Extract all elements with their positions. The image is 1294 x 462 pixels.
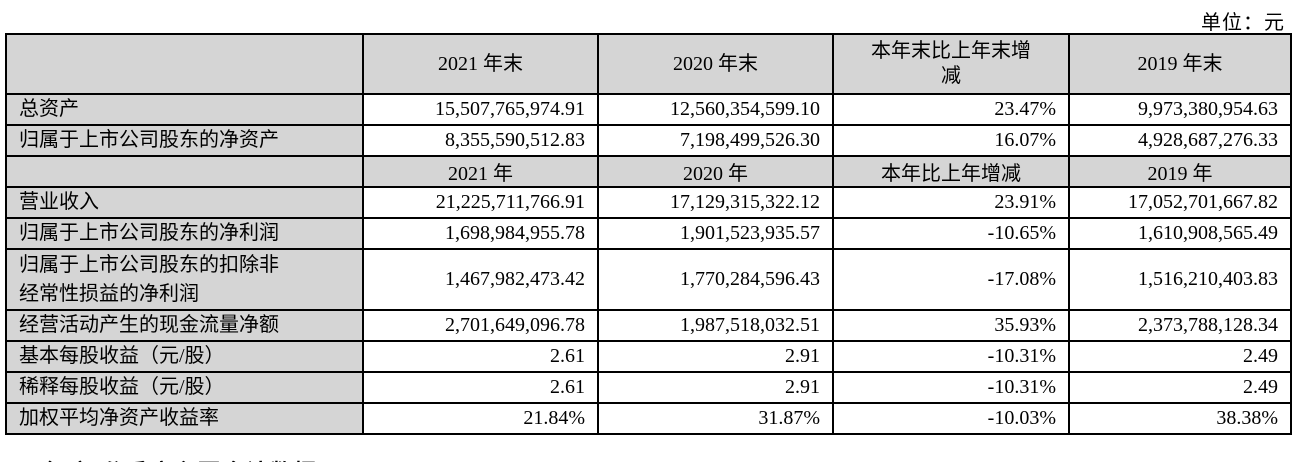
row-label-cell: 归属于上市公司股东的净资产: [5, 124, 364, 157]
header-cell: 2020 年末: [597, 33, 834, 95]
table-body: 总资产 15,507,765,974.91 12,560,354,599.10 23.…: [5, 93, 1292, 435]
header-cell: 本年末比上年末增 减: [832, 33, 1070, 95]
value-cell: 2.49: [1068, 371, 1292, 404]
table-row: 营业收入 21,225,711,766.91 17,129,315,322.12 23…: [5, 186, 1292, 219]
table-row: 基本每股收益（元/股） 2.61 2.91 -10.31% 2.49: [5, 340, 1292, 373]
table-header: 2021 年末 2020 年末 本年末比上年末增 减 2019 年末: [5, 33, 1292, 95]
value-cell: 9,973,380,954.63: [1068, 93, 1292, 126]
table-row: 稀释每股收益（元/股） 2.61 2.91 -10.31% 2.49: [5, 371, 1292, 404]
period-header-cell: 2021 年: [362, 155, 599, 188]
value-cell: 17,129,315,322.12: [597, 186, 834, 219]
value-cell: 2.91: [597, 371, 834, 404]
value-cell: 7,198,499,526.30: [597, 124, 834, 157]
value-cell: 1,770,284,596.43: [597, 248, 834, 311]
row-label-cell: 稀释每股收益（元/股）: [5, 371, 364, 404]
value-cell: 2.49: [1068, 340, 1292, 373]
value-cell: 1,901,523,935.57: [597, 217, 834, 250]
row-label-cell: 经营活动产生的现金流量净额: [5, 309, 364, 342]
value-cell: 31.87%: [597, 402, 834, 435]
value-cell: 2,373,788,128.34: [1068, 309, 1292, 342]
table-row: 加权平均净资产收益率 21.84% 31.87% -10.03% 38.38%: [5, 402, 1292, 435]
value-cell: 8,355,590,512.83: [362, 124, 599, 157]
value-cell: 21.84%: [362, 402, 599, 435]
row-label-cell: 归属于上市公司股东的净利润: [5, 217, 364, 250]
table-row: 归属于上市公司股东的净利润 1,698,984,955.78 1,901,523,9…: [5, 217, 1292, 250]
row-label-cell: [5, 155, 364, 188]
next-section-heading: （二）分季度主要会计数据: [30, 455, 318, 462]
period-header-cell: 2020 年: [597, 155, 834, 188]
value-cell: 2,701,649,096.78: [362, 309, 599, 342]
value-cell: 1,516,210,403.83: [1068, 248, 1292, 311]
table-row: 归属于上市公司股东的扣除非 经常性损益的净利润 1,467,982,473.42 1…: [5, 248, 1292, 311]
value-cell: 1,987,518,032.51: [597, 309, 834, 342]
value-cell: -10.31%: [832, 371, 1070, 404]
table-row: 经营活动产生的现金流量净额 2,701,649,096.78 1,987,518,0…: [5, 309, 1292, 342]
table-row: 归属于上市公司股东的净资产 8,355,590,512.83 7,198,499,5…: [5, 124, 1292, 157]
value-cell: 23.91%: [832, 186, 1070, 219]
value-cell: -10.31%: [832, 340, 1070, 373]
value-cell: 23.47%: [832, 93, 1070, 126]
value-cell: 4,928,687,276.33: [1068, 124, 1292, 157]
header-row: 2021 年末 2020 年末 本年末比上年末增 减 2019 年末: [5, 33, 1292, 95]
row-label-cell: 加权平均净资产收益率: [5, 402, 364, 435]
value-cell: -10.03%: [832, 402, 1070, 435]
header-cell: 2019 年末: [1068, 33, 1292, 95]
value-cell: 16.07%: [832, 124, 1070, 157]
value-cell: 2.91: [597, 340, 834, 373]
value-cell: 35.93%: [832, 309, 1070, 342]
value-cell: 1,467,982,473.42: [362, 248, 599, 311]
value-cell: 2.61: [362, 340, 599, 373]
value-cell: -10.65%: [832, 217, 1070, 250]
unit-label: 单位：元: [1201, 12, 1285, 34]
value-cell: 12,560,354,599.10: [597, 93, 834, 126]
value-cell: 1,698,984,955.78: [362, 217, 599, 250]
row-label-cell: 营业收入: [5, 186, 364, 219]
period-header-cell: 2019 年: [1068, 155, 1292, 188]
row-label-cell: 归属于上市公司股东的扣除非 经常性损益的净利润: [5, 248, 364, 311]
financial-summary-table: 2021 年末 2020 年末 本年末比上年末增 减 2019 年末 总资产 15,50…: [5, 33, 1292, 435]
value-cell: 38.38%: [1068, 402, 1292, 435]
value-cell: 2.61: [362, 371, 599, 404]
value-cell: 17,052,701,667.82: [1068, 186, 1292, 219]
value-cell: -17.08%: [832, 248, 1070, 311]
header-cell: [5, 33, 364, 95]
value-cell: 15,507,765,974.91: [362, 93, 599, 126]
row-label-cell: 总资产: [5, 93, 364, 126]
table-row: 2021 年 2020 年本年比上年增减 2019 年: [5, 155, 1292, 188]
value-cell: 21,225,711,766.91: [362, 186, 599, 219]
table-row: 总资产 15,507,765,974.91 12,560,354,599.10 23.…: [5, 93, 1292, 126]
row-label-cell: 基本每股收益（元/股）: [5, 340, 364, 373]
period-header-cell: 本年比上年增减: [832, 155, 1070, 188]
header-cell: 2021 年末: [362, 33, 599, 95]
value-cell: 1,610,908,565.49: [1068, 217, 1292, 250]
